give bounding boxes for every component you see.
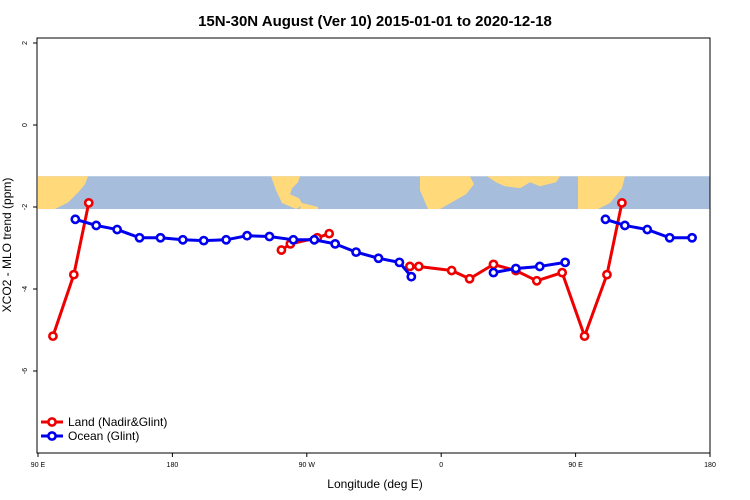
data-point: [446, 265, 457, 276]
data-point: [531, 275, 542, 286]
data-point: [351, 247, 361, 257]
data-point: [112, 224, 123, 235]
data-point: [70, 214, 81, 225]
legend-marker: [47, 431, 57, 441]
x-tick-label: 0: [439, 462, 443, 469]
x-tick-label: 90 W: [299, 462, 316, 469]
data-point: [48, 331, 58, 342]
land-area: [586, 178, 604, 210]
land-area: [300, 203, 318, 210]
x-axis-label: Longitude (deg E): [327, 477, 422, 491]
data-point: [394, 257, 405, 268]
data-point: [534, 261, 545, 272]
x-tick-label: 90 E: [31, 462, 46, 469]
data-point: [413, 261, 424, 272]
series-ocean: [70, 214, 697, 282]
x-tick-label: 180: [704, 462, 716, 469]
y-axis-label: XCO2 - MLO trend (ppm): [0, 178, 14, 313]
data-point: [373, 253, 384, 264]
data-point: [600, 214, 611, 225]
world-map-band: [38, 176, 710, 210]
data-point: [330, 238, 341, 249]
data-point: [510, 263, 521, 274]
y-axis: 2 0 -2 -4 -6: [22, 41, 37, 374]
land-area: [271, 176, 303, 210]
data-point: [221, 234, 232, 245]
data-point: [155, 232, 166, 243]
data-point: [177, 234, 188, 245]
data-point: [664, 232, 675, 243]
y-tick-label: -4: [22, 286, 29, 292]
series-layer: [48, 197, 697, 342]
data-point: [464, 273, 475, 284]
data-point: [406, 271, 417, 282]
data-point: [560, 257, 571, 268]
x-tick-label: 180: [167, 462, 179, 469]
y-tick-label: 0: [22, 123, 29, 127]
data-point: [288, 234, 299, 245]
x-axis: 90 E 180 90 W 0 90 E 180: [31, 453, 716, 469]
data-point: [324, 228, 335, 239]
land-area: [420, 176, 474, 210]
data-point: [642, 224, 653, 235]
land-area: [38, 176, 88, 210]
data-point: [557, 267, 568, 278]
data-point: [404, 261, 415, 272]
data-point: [198, 235, 209, 246]
plot-frame: [36, 37, 711, 454]
data-point: [488, 259, 499, 270]
data-point: [242, 230, 252, 241]
land-area: [487, 176, 560, 189]
data-point: [91, 220, 102, 231]
data-point: [68, 269, 79, 280]
y-tick-label: -2: [22, 204, 29, 210]
data-point: [579, 331, 590, 342]
legend-label: Ocean (Glint): [68, 429, 139, 443]
data-point: [83, 197, 94, 208]
data-point: [264, 231, 275, 242]
data-point: [687, 232, 697, 243]
data-point: [619, 220, 630, 231]
chart-title: 15N-30N August (Ver 10) 2015-01-01 to 20…: [198, 13, 552, 30]
legend: Land (Nadir&Glint)Ocean (Glint): [41, 415, 167, 443]
data-point: [276, 245, 287, 255]
series-line: [493, 260, 566, 275]
data-point: [488, 267, 499, 278]
legend-marker: [47, 417, 57, 427]
data-point: [134, 232, 145, 243]
x-tick-label: 90 E: [568, 462, 583, 469]
series-line: [74, 217, 413, 278]
data-point: [616, 197, 627, 208]
legend-label: Land (Nadir&Glint): [68, 415, 167, 429]
y-tick-label: 2: [22, 41, 29, 45]
data-point: [602, 269, 612, 280]
data-point: [309, 234, 320, 245]
y-tick-label: -6: [22, 368, 29, 374]
